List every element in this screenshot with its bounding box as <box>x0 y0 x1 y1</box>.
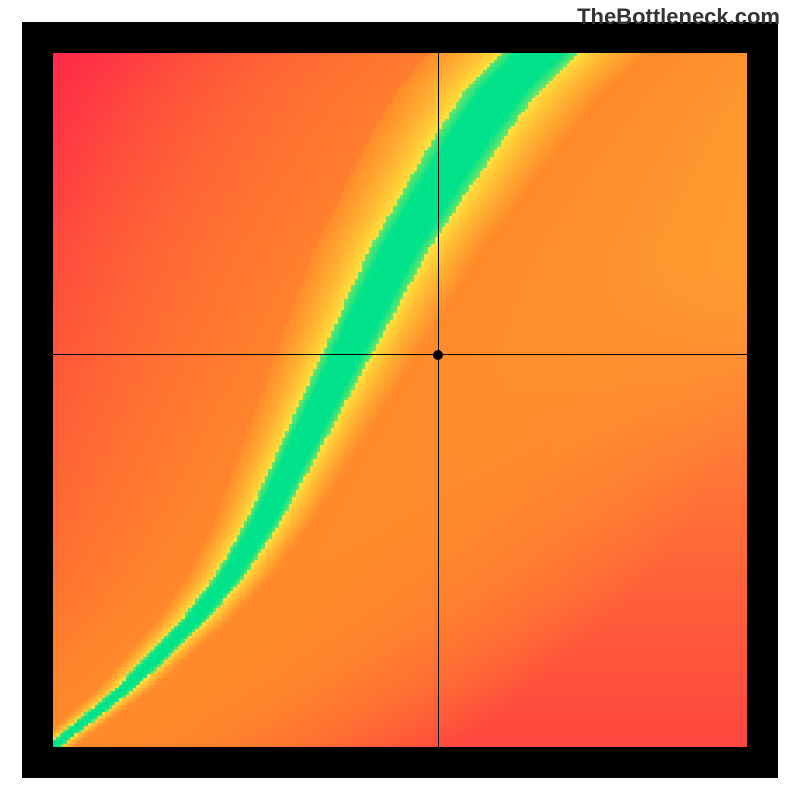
chart-frame <box>22 22 778 778</box>
marker-dot <box>433 350 443 360</box>
heatmap-canvas <box>53 53 747 747</box>
heatmap-plot <box>53 53 747 747</box>
watermark-text: TheBottleneck.com <box>577 4 780 30</box>
chart-container: TheBottleneck.com <box>0 0 800 800</box>
crosshair-vertical <box>438 53 439 747</box>
crosshair-horizontal <box>53 354 747 355</box>
